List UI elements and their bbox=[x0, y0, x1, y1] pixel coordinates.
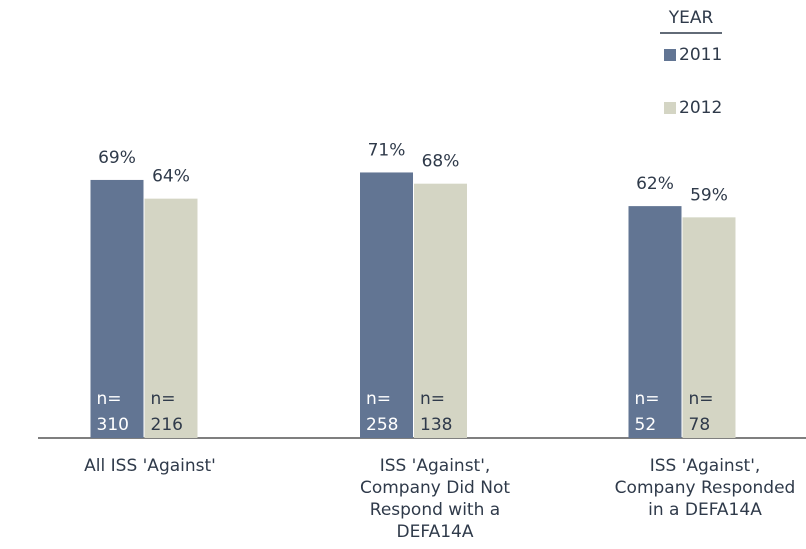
sample-prefix: n= bbox=[420, 389, 445, 409]
sample-prefix: n= bbox=[366, 389, 391, 409]
sample-size: 216 bbox=[151, 415, 183, 435]
sample-prefix: n= bbox=[689, 389, 714, 409]
x-tick-label-line: Company Responded bbox=[615, 478, 796, 498]
bar bbox=[628, 206, 682, 438]
x-tick-label-line: DEFA14A bbox=[397, 522, 474, 542]
x-tick-label: ISS 'Against', Company Did Not Respond wit… bbox=[360, 456, 510, 542]
sample-size: 138 bbox=[420, 415, 452, 435]
legend-label: 2011 bbox=[679, 45, 722, 65]
bar bbox=[414, 183, 467, 438]
x-tick-label-line: Respond with a bbox=[370, 500, 500, 520]
value-label: 62% bbox=[636, 174, 674, 194]
x-tick-label-line: ISS 'Against', bbox=[380, 456, 491, 476]
bar bbox=[144, 198, 198, 438]
sample-prefix: n= bbox=[635, 389, 660, 409]
value-label: 68% bbox=[422, 152, 460, 172]
bar bbox=[360, 172, 413, 438]
bar bbox=[90, 179, 144, 438]
sample-prefix: n= bbox=[151, 389, 176, 409]
sample-size: 258 bbox=[366, 415, 398, 435]
sample-size: 78 bbox=[689, 415, 711, 435]
value-label: 64% bbox=[152, 167, 190, 187]
x-tick-label: ISS 'Against', Company Responded in a DEFA… bbox=[615, 456, 796, 520]
x-tick-label-line: ISS 'Against', bbox=[650, 456, 761, 476]
value-label: 71% bbox=[368, 140, 406, 160]
x-tick-label-line: All ISS 'Against' bbox=[84, 456, 216, 476]
value-label: 69% bbox=[98, 148, 136, 168]
legend-swatch bbox=[664, 102, 676, 114]
sample-prefix: n= bbox=[97, 389, 122, 409]
bar bbox=[682, 217, 736, 438]
legend-title: YEAR bbox=[668, 8, 714, 28]
value-label: 59% bbox=[690, 185, 728, 205]
sample-size: 310 bbox=[97, 415, 129, 435]
x-tick-label: All ISS 'Against' bbox=[84, 456, 216, 476]
x-tick-label-line: in a DEFA14A bbox=[648, 500, 762, 520]
x-tick-label-line: Company Did Not bbox=[360, 478, 510, 498]
legend-swatch bbox=[664, 49, 676, 61]
sample-size: 52 bbox=[635, 415, 657, 435]
legend-label: 2012 bbox=[679, 98, 722, 118]
